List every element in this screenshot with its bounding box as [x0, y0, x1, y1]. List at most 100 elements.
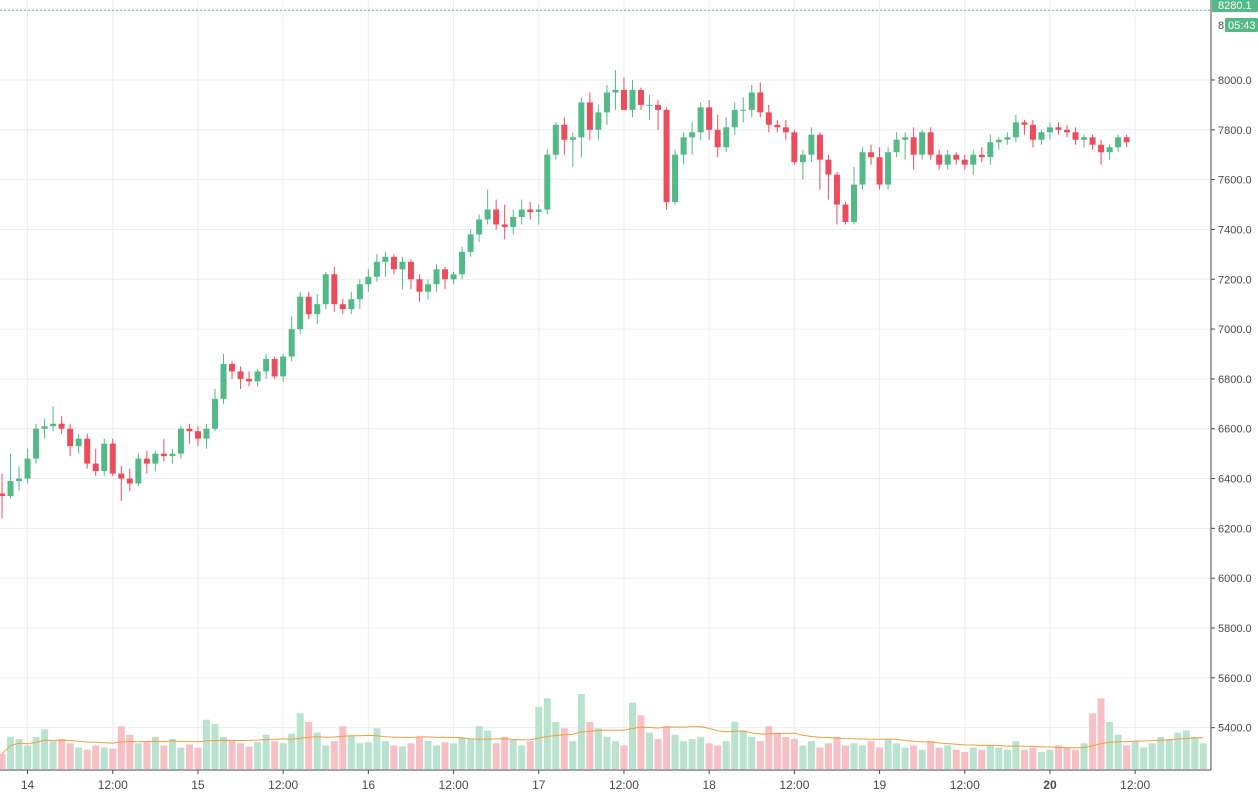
volume-bar	[799, 745, 807, 769]
candle-body	[510, 216, 517, 227]
volume-bar	[1012, 741, 1020, 769]
time-tick-label: 19	[873, 778, 887, 792]
candle-body	[987, 142, 994, 158]
candle-body	[305, 296, 312, 315]
candle-up	[203, 423, 210, 449]
volume-bar	[773, 732, 781, 769]
candle-down	[0, 473, 5, 519]
candle-down	[868, 144, 875, 165]
volume-bar	[501, 736, 509, 769]
candle-down	[1029, 119, 1036, 148]
candle-body	[586, 102, 593, 130]
price-tick-label: 6400.0	[1218, 474, 1252, 486]
candle-down	[910, 127, 917, 170]
volume-bar	[1182, 730, 1190, 769]
candle-down	[1064, 124, 1070, 138]
candle-body	[0, 493, 5, 496]
volume-bar	[279, 743, 287, 769]
candle-up	[263, 353, 270, 379]
volume-bar	[586, 721, 594, 769]
candle-body	[612, 89, 619, 93]
candle-body	[936, 154, 943, 165]
volume-bar	[637, 715, 645, 769]
volume-bar	[714, 745, 722, 769]
candle-body	[160, 453, 167, 457]
candle-down	[1055, 122, 1062, 135]
candle-body	[237, 371, 244, 379]
volume-bar	[552, 721, 560, 769]
price-axis[interactable]: 8000.0 7800.0 7600.0 7400.0 7200.0 7000.0 6800…	[1211, 75, 1252, 735]
candle-up	[280, 353, 287, 382]
volume-bar	[407, 743, 415, 769]
volume-bar	[364, 742, 372, 769]
volume-bar	[765, 726, 773, 769]
candle-body	[501, 224, 508, 227]
candle-down	[765, 104, 772, 133]
candle-down	[229, 361, 236, 379]
candle-up	[808, 127, 815, 163]
candle-up	[603, 84, 610, 125]
candle-body	[748, 92, 755, 110]
volume-bar	[194, 747, 202, 769]
volume-bar	[168, 739, 176, 769]
volume-bar	[654, 739, 662, 769]
candle-up	[740, 97, 747, 123]
candle-up	[518, 199, 525, 225]
candle-body	[799, 154, 806, 163]
volume-bar	[415, 736, 423, 769]
candle-up	[433, 264, 440, 292]
candle-body	[194, 431, 201, 439]
candle-up	[41, 418, 48, 439]
candle-body	[297, 296, 304, 330]
candle-body	[1012, 122, 1019, 138]
candle-body	[919, 132, 926, 155]
candle-down	[936, 149, 943, 170]
candle-up	[987, 134, 994, 165]
volume-bar	[109, 748, 117, 769]
candle-down	[961, 154, 968, 170]
candle-body	[842, 204, 849, 222]
candle-body	[544, 154, 551, 210]
candle-body	[1038, 132, 1045, 140]
candle-up	[16, 466, 23, 492]
candle-up	[859, 147, 866, 190]
volume-bar	[458, 737, 466, 769]
candle-body	[885, 152, 892, 185]
candle-up	[535, 204, 542, 225]
candle-up	[1046, 122, 1053, 140]
volume-bar	[859, 745, 867, 769]
candle-body	[16, 478, 23, 482]
candle-down	[186, 423, 193, 444]
volume-bar	[1199, 743, 1207, 769]
volume-bar	[1191, 736, 1199, 769]
candle-body	[1046, 127, 1053, 133]
volume-bar	[1148, 743, 1156, 769]
volume-bar	[671, 734, 679, 769]
candle-body	[67, 428, 74, 447]
candle-body	[655, 104, 662, 110]
candle-body	[569, 137, 576, 140]
candle-up	[893, 132, 900, 158]
last-price-text: 8280.1	[1218, 0, 1252, 12]
candle-up	[75, 433, 82, 454]
volume-bar	[705, 743, 713, 769]
candle-up	[919, 129, 926, 160]
time-axis[interactable]: 14 12:00 15 12:00 16 12:00 17 12:00 18 12:00 19 12:…	[21, 770, 1151, 792]
candle-down	[416, 274, 423, 302]
candle-body	[961, 159, 968, 165]
candle-down	[527, 202, 534, 220]
candle-up	[484, 189, 491, 225]
volume-bar	[143, 741, 151, 769]
candle-down	[194, 426, 201, 447]
candle-body	[280, 356, 287, 377]
candle-up	[851, 167, 857, 225]
candle-down	[118, 466, 125, 501]
volume-bar	[58, 739, 66, 769]
candle-body	[578, 102, 585, 138]
volume-bar	[1123, 745, 1131, 769]
volume-bar	[390, 745, 398, 769]
volume-bar	[433, 745, 441, 769]
candle-down	[160, 438, 167, 462]
